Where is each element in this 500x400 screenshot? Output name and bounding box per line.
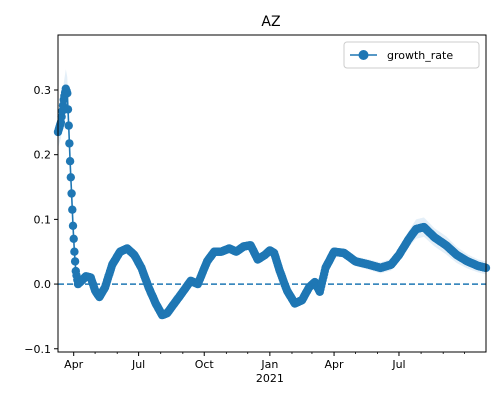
series-line-growth-rate bbox=[57, 85, 487, 317]
data-point bbox=[70, 257, 80, 266]
y-tick-label: 0.3 bbox=[34, 84, 52, 97]
x-tick-label: Apr bbox=[325, 358, 345, 371]
legend-box bbox=[343, 41, 480, 69]
x-tick-label: Jan bbox=[260, 358, 278, 371]
plot-frame bbox=[57, 34, 487, 353]
x-tick-label: Jul bbox=[131, 358, 145, 371]
confidence-band-layer bbox=[58, 69, 486, 320]
y-tick-label: 0.0 bbox=[34, 278, 52, 291]
data-point bbox=[68, 221, 78, 230]
legend-label: growth_rate bbox=[387, 49, 453, 62]
data-point bbox=[66, 173, 76, 182]
y-tick-label: 0.1 bbox=[34, 213, 52, 226]
confidence-band bbox=[58, 69, 486, 320]
y-axis: −0.1 0.0 0.1 0.2 0.3 bbox=[24, 84, 58, 356]
data-point bbox=[65, 139, 74, 148]
chart-title: AZ bbox=[261, 14, 280, 30]
x-tick-label: Jul bbox=[391, 358, 405, 371]
data-point bbox=[63, 105, 73, 114]
data-point bbox=[64, 121, 73, 130]
data-point bbox=[63, 89, 72, 98]
x-tick-label: Apr bbox=[64, 358, 84, 371]
data-point bbox=[68, 205, 77, 214]
legend: growth_rate bbox=[343, 41, 480, 69]
x-axis: Apr Jul Oct Jan Apr Jul 2021 bbox=[64, 352, 466, 385]
y-tick-label: −0.1 bbox=[24, 343, 51, 356]
y-tick-label: 0.2 bbox=[34, 149, 52, 162]
x-tick-label: Oct bbox=[195, 358, 215, 371]
x-year-label: 2021 bbox=[256, 372, 284, 385]
data-point bbox=[70, 247, 79, 256]
data-point bbox=[67, 189, 76, 198]
data-point bbox=[69, 234, 78, 243]
legend-marker-swatch bbox=[358, 50, 369, 60]
series-layer bbox=[53, 84, 491, 320]
data-point bbox=[65, 157, 75, 166]
